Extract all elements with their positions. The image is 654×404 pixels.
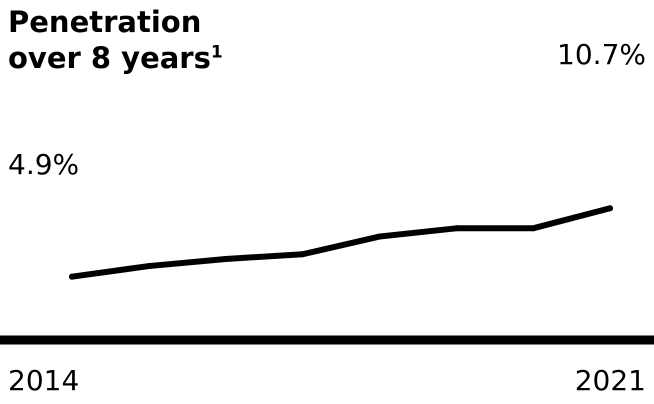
- penetration-series-line: [69, 205, 613, 280]
- end-value-label: 10.7%: [557, 38, 646, 71]
- x-tick-label-end: 2021: [574, 364, 646, 397]
- data-point-2021: [607, 205, 613, 212]
- chart-title: Penetration over 8 years1: [8, 4, 223, 76]
- data-point-2014: [69, 273, 75, 280]
- chart-title-line1: Penetration: [8, 5, 202, 39]
- start-value-label: 4.9%: [8, 148, 80, 181]
- data-point-2020: [530, 225, 537, 232]
- chart-title-line2: over 8 years: [8, 41, 211, 75]
- data-point-2017: [299, 251, 306, 258]
- data-point-2015: [145, 263, 152, 270]
- title-footnote-marker: 1: [210, 42, 223, 63]
- data-point-2019: [453, 225, 460, 232]
- plot-area: [0, 205, 654, 345]
- data-point-2018: [376, 233, 383, 240]
- data-point-2016: [222, 255, 229, 262]
- x-tick-label-start: 2014: [8, 364, 80, 397]
